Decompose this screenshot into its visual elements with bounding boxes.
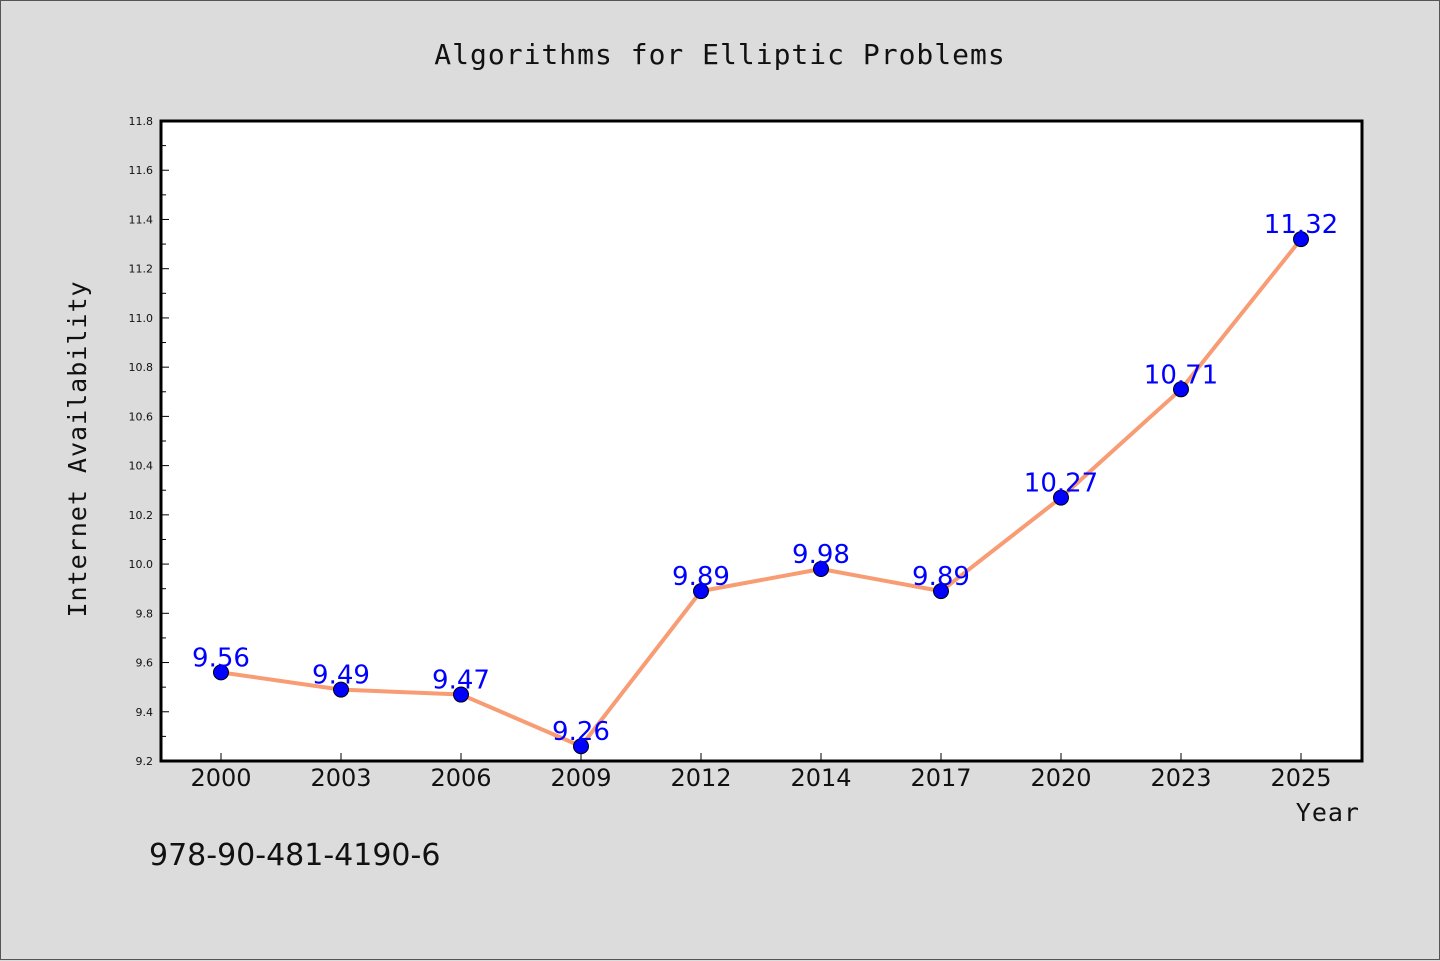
data-label: 10.71 xyxy=(1144,360,1218,390)
series-line xyxy=(220,237,1303,749)
series-layer xyxy=(213,231,1309,755)
isbn-text: 978-90-481-4190-6 xyxy=(149,838,440,873)
x-tick-label: 2003 xyxy=(310,764,371,792)
x-axis-label: Year xyxy=(1296,798,1360,827)
data-label: 9.26 xyxy=(552,717,610,747)
x-tick-label: 2006 xyxy=(430,764,491,792)
data-point xyxy=(213,664,229,681)
y-tick-label: 11.8 xyxy=(129,115,154,128)
data-point xyxy=(333,681,349,698)
data-labels: 9.56 9.49 9.47 9.26 9.89 9.98 9.89 10.27 10.71 11… xyxy=(192,210,1338,747)
y-tick-label: 11.0 xyxy=(129,312,154,325)
x-tick-label: 2012 xyxy=(670,764,731,792)
x-tick-label: 2025 xyxy=(1270,764,1331,792)
data-label: 9.89 xyxy=(912,562,970,592)
data-label: 9.56 xyxy=(192,643,250,673)
data-label: 9.89 xyxy=(672,562,730,592)
data-point xyxy=(1293,231,1309,248)
y-axis: 9.2 9.4 9.6 9.8 10.0 10.2 10.4 10.6 10.8 11.0 11.2… xyxy=(129,115,169,768)
y-tick-label: 11.2 xyxy=(129,263,154,276)
y-tick-label: 11.4 xyxy=(129,213,154,226)
y-tick-label: 11.6 xyxy=(129,164,154,177)
chart-title: Algorithms for Elliptic Problems xyxy=(434,38,1005,71)
data-point xyxy=(813,561,829,577)
data-point xyxy=(1173,381,1189,398)
data-label: 9.98 xyxy=(792,540,850,570)
data-point xyxy=(933,583,949,600)
x-tick-label: 2000 xyxy=(190,764,251,792)
data-point xyxy=(573,738,589,755)
data-point xyxy=(1053,489,1069,506)
y-tick-label: 10.6 xyxy=(129,410,154,423)
y-tick-label: 9.6 xyxy=(136,657,154,670)
data-point xyxy=(453,686,469,703)
data-label: 9.47 xyxy=(432,666,490,696)
y-axis-label: Internet Availability xyxy=(63,280,92,617)
x-axis: 2000 2003 2006 2009 2012 2014 2017 2020 2023 2025 xyxy=(190,753,1332,792)
y-tick-label: 9.8 xyxy=(136,607,154,620)
y-tick-label: 10.4 xyxy=(129,460,154,473)
y-tick-label: 10.2 xyxy=(129,509,154,522)
x-tick-label: 2020 xyxy=(1030,764,1091,792)
data-label: 9.49 xyxy=(312,661,370,691)
y-tick-label: 9.2 xyxy=(136,755,154,768)
x-tick-label: 2014 xyxy=(790,764,851,792)
data-label: 11.32 xyxy=(1264,210,1338,240)
x-tick-label: 2023 xyxy=(1150,764,1211,792)
x-tick-label: 2009 xyxy=(550,764,611,792)
data-point xyxy=(693,583,709,600)
data-label: 10.27 xyxy=(1024,469,1098,499)
y-tick-label: 10.8 xyxy=(129,361,154,374)
y-tick-label: 10.0 xyxy=(129,558,154,571)
x-tick-label: 2017 xyxy=(910,764,971,792)
y-tick-label: 9.4 xyxy=(136,706,154,719)
plot-area xyxy=(159,119,1364,763)
